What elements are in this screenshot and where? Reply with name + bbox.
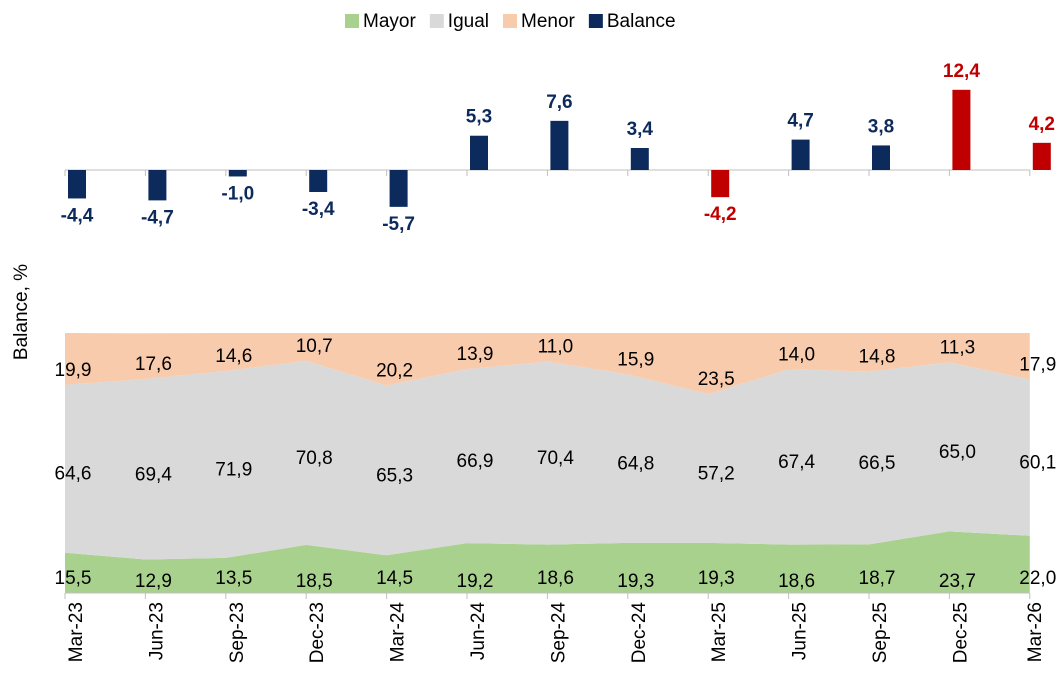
data-label: 67,4 — [778, 452, 815, 473]
legend-swatch — [345, 14, 359, 28]
x-tick-label: Dec-25 — [950, 602, 971, 663]
data-label: 4,2 — [1029, 114, 1055, 135]
data-label: 19,9 — [55, 360, 92, 381]
bar — [791, 139, 810, 170]
data-label: 12,9 — [135, 571, 172, 592]
legend-swatch — [503, 14, 517, 28]
data-label: 11,3 — [940, 337, 976, 358]
x-tick-label: Jun-24 — [468, 602, 489, 661]
data-label: 18,7 — [859, 568, 896, 589]
data-label: -4,4 — [61, 205, 94, 226]
data-label: 5,3 — [466, 107, 492, 128]
data-label: 4,7 — [787, 111, 813, 132]
legend-swatch — [429, 14, 444, 28]
bar — [952, 89, 971, 170]
data-label: 19,3 — [698, 568, 735, 589]
bar — [389, 170, 408, 207]
area — [65, 333, 1030, 395]
data-label: 11,0 — [538, 337, 574, 358]
data-label: 23,7 — [939, 571, 976, 592]
bar — [630, 148, 649, 170]
legend-label: Menor — [521, 11, 576, 32]
data-label: 19,2 — [457, 571, 494, 592]
data-label: 14,8 — [859, 346, 896, 367]
data-label: 65,3 — [376, 465, 413, 486]
legend-label: Balance — [607, 11, 676, 32]
data-label: 60,1 — [1019, 453, 1056, 474]
x-tick-label: Dec-24 — [629, 602, 650, 664]
data-label: 23,5 — [698, 369, 735, 390]
data-label: 65,0 — [939, 442, 976, 463]
x-tick-label: Mar-23 — [66, 602, 87, 662]
x-tick-label: Mar-25 — [709, 602, 730, 662]
data-label: 12,4 — [943, 61, 980, 82]
data-label: 14,6 — [215, 346, 252, 367]
data-label: -3,4 — [302, 199, 335, 220]
data-label: 17,9 — [1019, 355, 1056, 376]
data-label: 15,5 — [55, 568, 92, 589]
data-label: -4,2 — [704, 204, 737, 225]
bar — [228, 170, 247, 177]
data-label: 3,4 — [627, 119, 654, 140]
data-label: 14,0 — [778, 344, 815, 365]
data-label: 14,5 — [376, 568, 413, 589]
legend-label: Mayor — [363, 11, 416, 32]
data-label: 18,6 — [537, 568, 574, 589]
bar — [309, 170, 328, 192]
bar — [711, 170, 730, 198]
x-tick-label: Jun-25 — [790, 602, 811, 660]
data-label: 15,9 — [617, 349, 654, 370]
data-label: -1,0 — [221, 183, 254, 204]
data-label: 18,6 — [778, 571, 815, 592]
data-label: 64,8 — [617, 454, 654, 475]
x-tick-label: Sep-24 — [548, 602, 569, 664]
y-axis-label: Balance, % — [11, 264, 32, 360]
data-label: 57,2 — [698, 463, 735, 484]
data-label: -4,7 — [141, 207, 174, 228]
data-label: 7,6 — [546, 92, 572, 113]
data-label: 19,3 — [617, 571, 654, 592]
legend-swatch — [588, 14, 603, 28]
data-label: 20,2 — [376, 361, 413, 382]
bar — [872, 145, 890, 170]
data-label: -5,7 — [382, 214, 415, 235]
data-label: 66,5 — [859, 453, 896, 474]
bar — [470, 135, 488, 170]
data-label: 70,8 — [296, 448, 333, 469]
x-tick-label: Jun-23 — [146, 602, 167, 660]
data-label: 70,4 — [537, 448, 574, 469]
x-tick-label: Sep-25 — [870, 602, 891, 663]
data-label: 22,0 — [1019, 568, 1056, 589]
x-tick-label: Sep-23 — [227, 602, 248, 663]
area — [65, 531, 1030, 593]
data-label: 66,9 — [457, 451, 494, 472]
bar — [550, 120, 569, 170]
data-label: 10,7 — [296, 336, 333, 357]
bar — [148, 170, 167, 201]
data-label: 13,9 — [457, 344, 494, 365]
data-label: 17,6 — [135, 354, 172, 375]
x-tick-label: Dec-23 — [307, 602, 328, 663]
data-label: 69,4 — [135, 464, 172, 485]
legend-label: Igual — [448, 11, 489, 32]
data-label: 64,6 — [55, 464, 92, 485]
data-label: 71,9 — [215, 459, 252, 480]
data-label: 13,5 — [215, 568, 252, 589]
data-label: 3,8 — [868, 116, 894, 137]
x-tick-label: Mar-26 — [1025, 602, 1046, 662]
bar — [1032, 142, 1051, 170]
data-label: 18,5 — [296, 571, 333, 592]
x-tick-label: Mar-24 — [388, 602, 409, 663]
bar — [68, 170, 86, 199]
legend: Mayor Igual Menor Balance — [345, 11, 676, 32]
area — [65, 360, 1030, 560]
